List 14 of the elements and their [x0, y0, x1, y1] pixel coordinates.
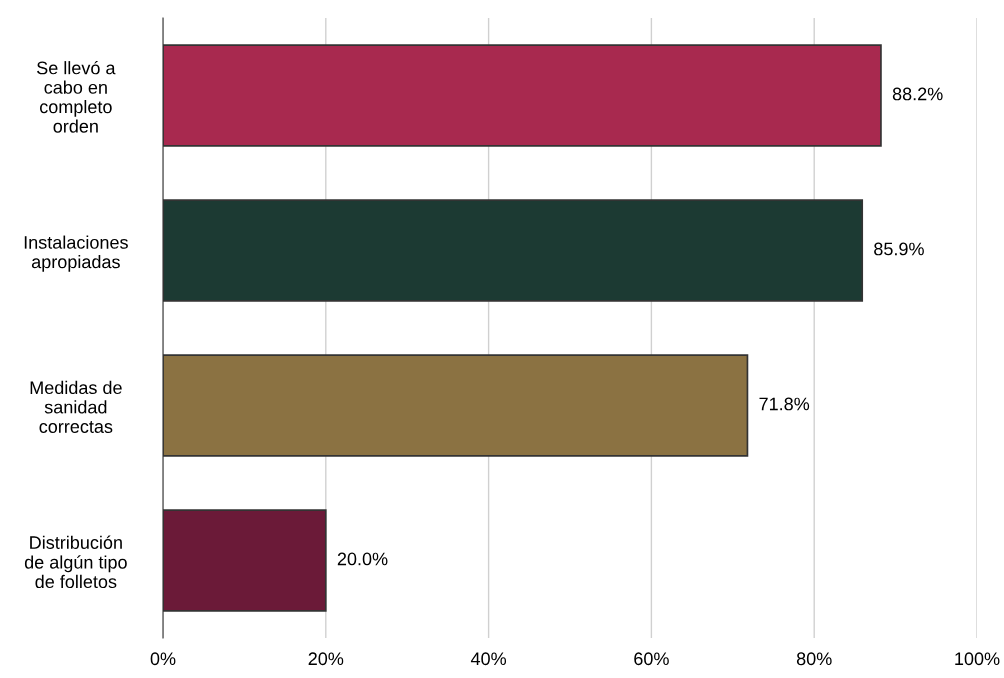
x-tick-label: 100% — [955, 652, 1000, 666]
data-label: 88.2% — [892, 87, 943, 101]
x-tick-label: 40% — [470, 652, 507, 666]
x-tick-label: 60% — [634, 652, 669, 666]
y-tick-label: Se llevó a cabo en completo orden — [37, 60, 116, 133]
y-tick-label: Distribución de algún tipo de folletos — [24, 535, 127, 589]
y-tick-label: Instalaciones apropiadas — [24, 235, 128, 272]
x-tick-label: 80% — [796, 652, 832, 666]
x-tick-label: 20% — [308, 652, 344, 666]
data-label: 85.9% — [874, 242, 924, 256]
data-label: 71.8% — [759, 397, 810, 411]
y-tick-label: Medidas de sanidad correctas — [30, 380, 122, 433]
x-tick-label: 0% — [150, 652, 176, 666]
data-label: 20.0% — [337, 552, 388, 566]
